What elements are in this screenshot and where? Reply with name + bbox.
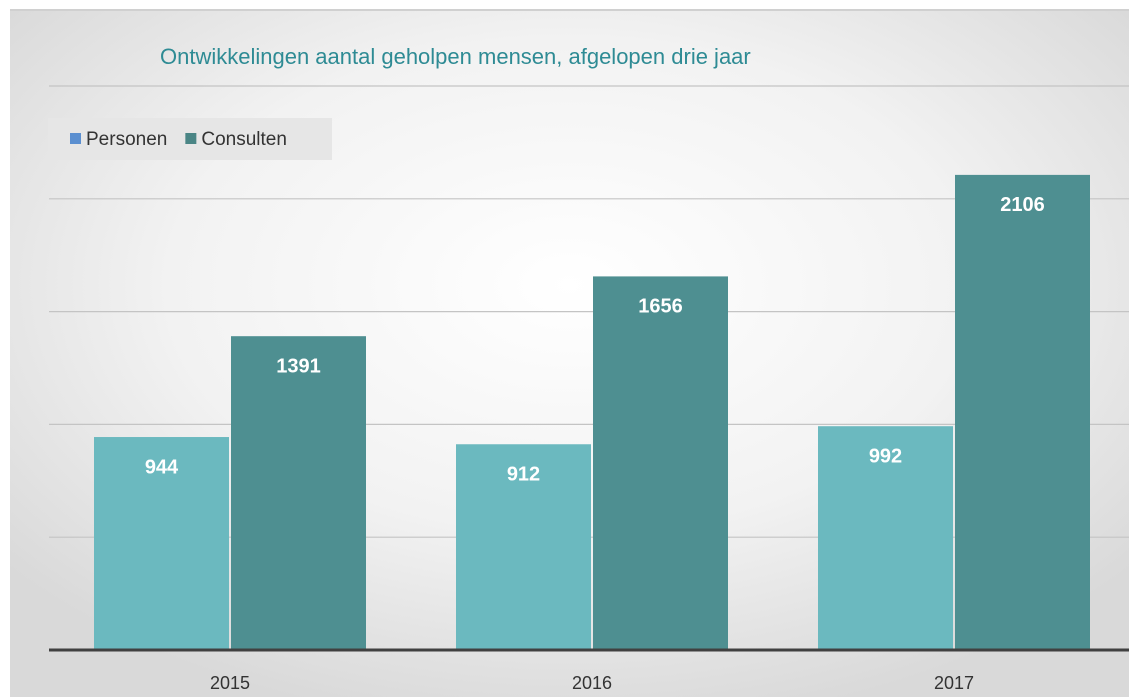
bar <box>593 276 728 650</box>
legend-swatch <box>185 133 197 144</box>
bar <box>955 174 1090 650</box>
x-tick-label: 2016 <box>572 673 612 693</box>
data-label: 1391 <box>276 355 321 377</box>
data-label: 992 <box>869 445 902 467</box>
x-tick-label: 2017 <box>934 673 974 693</box>
chart-title: Ontwikkelingen aantal geholpen mensen, a… <box>160 44 751 69</box>
data-label: 1656 <box>638 296 683 318</box>
legend-label: Consulten <box>201 129 287 150</box>
legend-label: Personen <box>86 129 167 150</box>
data-label: 912 <box>507 464 540 486</box>
bar <box>818 426 953 650</box>
data-label: 944 <box>145 456 179 478</box>
bar <box>94 437 229 650</box>
x-tick-label: 2015 <box>210 673 250 693</box>
bar <box>231 336 366 650</box>
bar <box>456 444 591 650</box>
data-label: 2106 <box>1000 194 1045 216</box>
legend-swatch <box>70 133 81 144</box>
